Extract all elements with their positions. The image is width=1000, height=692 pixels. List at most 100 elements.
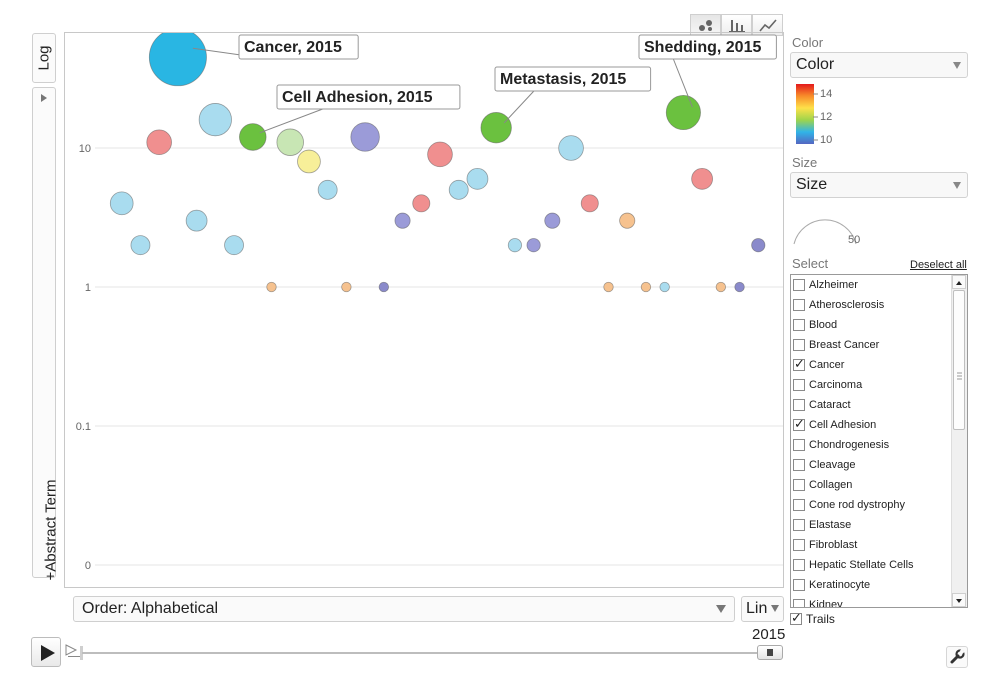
select-item-checkbox[interactable] — [793, 339, 805, 351]
callout-label: Shedding, 2015 — [644, 39, 761, 56]
bubble[interactable] — [580, 194, 599, 213]
scroll-thumb[interactable] — [953, 290, 965, 430]
bubble[interactable] — [640, 281, 652, 293]
bubble[interactable] — [507, 238, 522, 253]
play-button[interactable] — [31, 637, 61, 667]
select-list-item[interactable]: Hepatic Stellate Cells — [793, 556, 914, 574]
bubble[interactable] — [297, 149, 321, 174]
select-list-item[interactable]: Keratinocyte — [793, 576, 870, 594]
select-item-checkbox[interactable] — [793, 379, 805, 391]
color-select[interactable]: Color — [790, 52, 968, 78]
bubble[interactable] — [558, 135, 584, 161]
bubble[interactable] — [466, 167, 489, 190]
bubble[interactable] — [427, 141, 453, 168]
y-scale-button[interactable]: Log — [32, 33, 56, 83]
bubble[interactable] — [276, 128, 304, 156]
bubble[interactable] — [691, 167, 713, 190]
playback-speed-button[interactable] — [65, 643, 81, 659]
bubble[interactable] — [412, 194, 431, 213]
bubble[interactable] — [146, 129, 172, 156]
bubble[interactable] — [526, 238, 541, 253]
select-item-checkbox[interactable] — [793, 319, 805, 331]
select-item-checkbox[interactable] — [793, 539, 805, 551]
bubble[interactable] — [341, 281, 352, 293]
select-list-item[interactable]: Blood — [793, 316, 837, 334]
bubble[interactable] — [148, 28, 207, 87]
bubble[interactable] — [185, 209, 208, 232]
select-item-checkbox[interactable] — [793, 599, 805, 607]
bubble[interactable] — [350, 122, 380, 152]
bubble[interactable] — [224, 235, 244, 256]
bubble[interactable] — [394, 212, 411, 229]
select-item-checkbox[interactable] — [793, 459, 805, 471]
select-panel-label: Select — [792, 256, 829, 271]
select-item-checkbox[interactable] — [793, 579, 805, 591]
bubble[interactable] — [751, 238, 766, 253]
select-item-checkbox[interactable] — [793, 356, 805, 372]
size-select[interactable]: Size — [790, 172, 968, 198]
y-variable-selector[interactable]: +Abstract Term — [32, 87, 60, 581]
list-scrollbar[interactable] — [951, 275, 967, 607]
bubble[interactable] — [239, 123, 267, 151]
select-item-label: Hepatic Stellate Cells — [809, 559, 914, 571]
select-list-item[interactable]: Alzheimer — [793, 276, 858, 294]
bar-chart-button[interactable] — [721, 14, 752, 36]
bubble[interactable] — [448, 179, 469, 200]
bubble[interactable] — [317, 179, 338, 200]
x-scale-select[interactable]: Lin — [741, 596, 784, 622]
select-item-checkbox[interactable] — [793, 519, 805, 531]
deselect-all-link[interactable]: Deselect all — [910, 259, 967, 271]
color-legend-tick: 10 — [820, 134, 833, 146]
select-list-item[interactable]: Cell Adhesion — [793, 416, 876, 434]
bubble[interactable] — [715, 281, 726, 293]
bubble[interactable] — [109, 191, 134, 216]
trails-checkbox[interactable] — [790, 610, 802, 626]
select-list-item[interactable]: Chondrogenesis — [793, 436, 889, 454]
select-list-item[interactable]: Breast Cancer — [793, 336, 879, 354]
chevron-down-icon — [716, 605, 726, 613]
select-list-item[interactable]: Elastase — [793, 516, 851, 534]
timeline-track[interactable] — [82, 652, 782, 654]
select-item-checkbox[interactable] — [793, 399, 805, 411]
select-list-item[interactable]: Cone rod dystrophy — [793, 496, 905, 514]
select-list-item[interactable]: Cancer — [793, 356, 844, 374]
settings-button[interactable] — [946, 646, 968, 668]
bubble[interactable] — [734, 281, 745, 293]
bubble[interactable] — [603, 281, 614, 293]
select-item-checkbox[interactable] — [793, 559, 805, 571]
play-icon — [41, 645, 55, 661]
select-item-checkbox[interactable] — [793, 416, 805, 432]
select-item-label: Elastase — [809, 519, 852, 531]
scroll-down-button[interactable] — [952, 593, 966, 607]
bubble[interactable] — [378, 281, 389, 293]
bubble[interactable] — [198, 103, 232, 137]
select-item-checkbox[interactable] — [793, 499, 805, 511]
bubble[interactable] — [665, 94, 701, 131]
bubble[interactable] — [480, 112, 512, 144]
bubble[interactable] — [544, 212, 561, 229]
timeline-thumb[interactable] — [757, 645, 783, 660]
select-list[interactable]: Alzheimer Atherosclerosis Blood Breast Canc… — [790, 274, 968, 608]
select-list-item[interactable]: Collagen — [793, 476, 852, 494]
select-item-checkbox[interactable] — [793, 479, 805, 491]
select-item-checkbox[interactable] — [793, 439, 805, 451]
trails-toggle[interactable]: Trails — [790, 610, 835, 626]
x-order-select[interactable]: Order: Alphabetical — [73, 596, 735, 622]
callout-leader — [259, 108, 323, 134]
select-list-item[interactable]: Carcinoma — [793, 376, 862, 394]
select-list-item[interactable]: Fibroblast — [793, 536, 857, 554]
select-list-item[interactable]: Cleavage — [793, 456, 855, 474]
chevron-down-icon — [956, 599, 962, 603]
scroll-up-button[interactable] — [952, 275, 966, 289]
select-list-item[interactable]: Atherosclerosis — [793, 296, 884, 314]
select-item-checkbox[interactable] — [793, 299, 805, 311]
select-item-checkbox[interactable] — [793, 279, 805, 291]
select-list-item[interactable]: Kidney — [793, 596, 843, 607]
chevron-down-icon — [953, 182, 961, 189]
select-list-item[interactable]: Cataract — [793, 396, 851, 414]
bubble[interactable] — [130, 235, 151, 256]
bubble[interactable] — [619, 212, 636, 229]
bubble[interactable] — [659, 281, 670, 293]
plot-area[interactable]: 10 1 0.1 0 Cancer, 2015 Cell Adhesion, 2015 M… — [64, 28, 784, 588]
bubble[interactable] — [266, 281, 277, 293]
